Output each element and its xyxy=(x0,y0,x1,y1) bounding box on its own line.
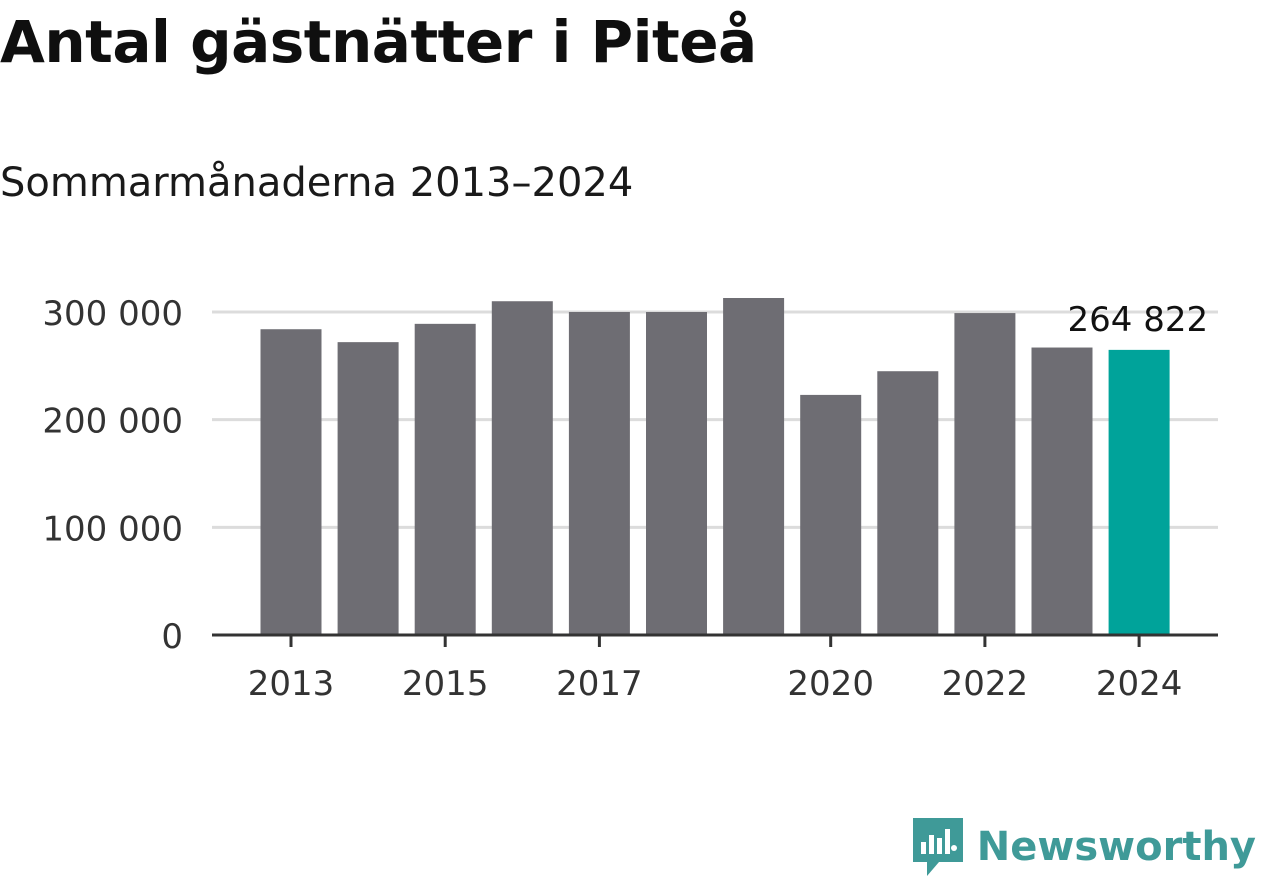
bar-2021 xyxy=(877,371,939,635)
bar-2013 xyxy=(260,329,322,635)
brand-name: Newsworthy xyxy=(976,824,1256,870)
x-tick-label: 2013 xyxy=(248,664,335,704)
bar-2023 xyxy=(1031,347,1093,635)
x-tick-label: 2022 xyxy=(942,664,1029,704)
data-label: 264 822 xyxy=(1067,300,1208,340)
y-tick-label: 200 000 xyxy=(42,402,183,442)
chart-title: Antal gästnätter i Piteå xyxy=(0,8,757,76)
newsworthy-logo-icon xyxy=(912,818,963,876)
bar-2015 xyxy=(414,323,476,635)
bar-2019 xyxy=(723,298,785,635)
y-tick-label: 100 000 xyxy=(42,509,183,549)
y-tick-label: 0 xyxy=(161,617,183,657)
bars xyxy=(260,298,1170,635)
axes xyxy=(212,633,1218,647)
labels: 0 100 000 200 000 300 000 2013 2015 2017 2020 20… xyxy=(42,294,1208,704)
y-tick-label: 300 000 xyxy=(42,294,183,334)
bar-2018 xyxy=(646,312,707,635)
bar-2014 xyxy=(337,342,399,635)
bar-2017 xyxy=(568,312,630,635)
newsworthy-brand: Newsworthy xyxy=(912,817,1256,877)
bar-2016 xyxy=(491,301,553,635)
bar-2024 xyxy=(1108,349,1170,635)
chart-subtitle: Sommarmånaderna 2013–2024 xyxy=(0,160,634,206)
x-tick-label: 2015 xyxy=(402,664,489,704)
bar-2020 xyxy=(800,394,862,635)
x-tick-label: 2020 xyxy=(787,664,874,704)
bar-2022 xyxy=(954,313,1016,635)
x-tick-label: 2024 xyxy=(1096,664,1183,704)
x-tick-label: 2017 xyxy=(556,664,643,704)
